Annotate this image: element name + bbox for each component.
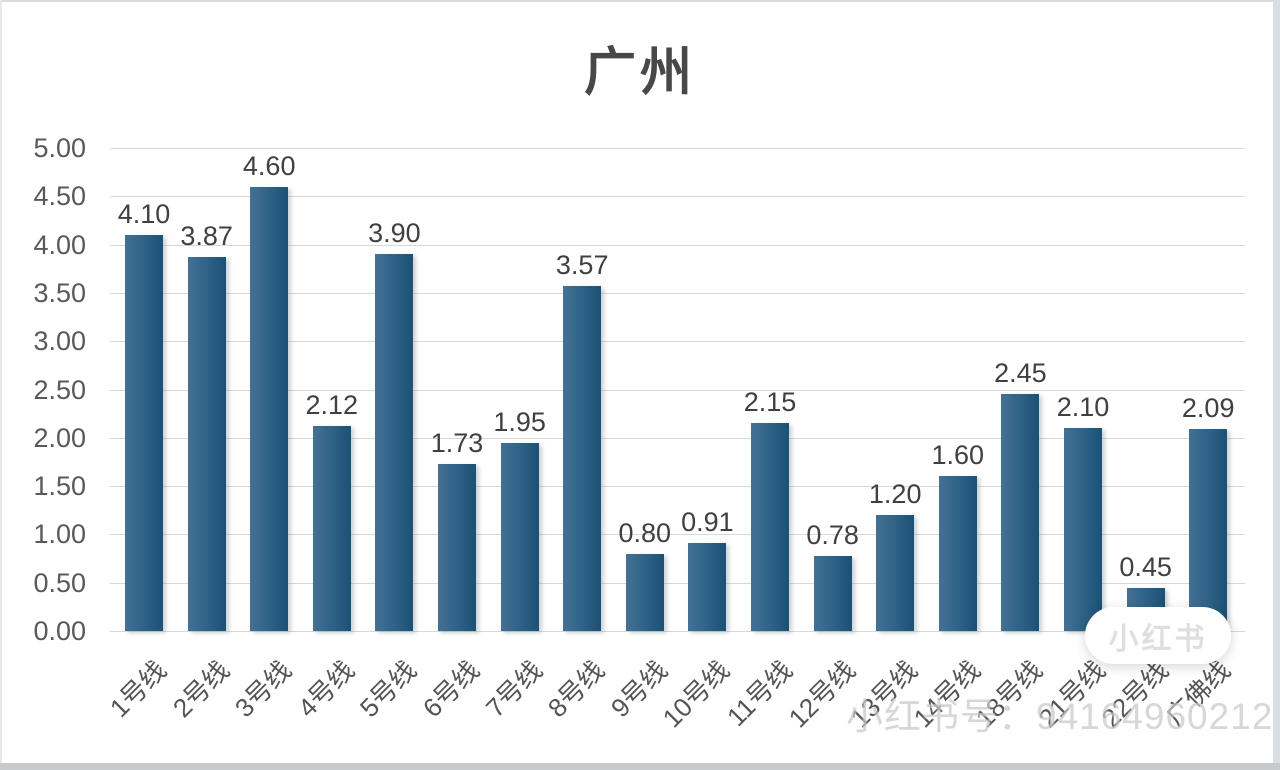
- bar-value-label: 3.90: [368, 218, 421, 249]
- gridline: [110, 196, 1245, 198]
- y-axis-tick-label: 3.00: [33, 326, 86, 357]
- bar-value-label: 3.57: [555, 250, 609, 281]
- chart-title: 广州: [583, 44, 696, 102]
- y-axis-tick-label: 1.00: [33, 519, 86, 550]
- bar-value-label: 3.87: [180, 221, 233, 252]
- gridline: [110, 582, 1245, 584]
- bar: [876, 515, 915, 631]
- bar-value-label: 1.73: [430, 427, 484, 458]
- bar: [250, 186, 289, 631]
- bar: [375, 254, 414, 631]
- bar-value-label: 2.10: [1056, 392, 1110, 423]
- gridline: [110, 244, 1245, 246]
- bar: [563, 286, 602, 631]
- gridline: [110, 534, 1245, 536]
- bar: [312, 426, 351, 631]
- bar-value-label: 0.91: [681, 507, 734, 538]
- bar-value-label: 1.60: [931, 440, 985, 471]
- y-axis-tick-label: 1.50: [33, 471, 86, 502]
- gridline: [110, 631, 1245, 632]
- bar: [938, 476, 977, 631]
- bar: [813, 555, 852, 631]
- bar: [1001, 394, 1040, 631]
- screen-bottom-edge: [0, 763, 1280, 770]
- bar-value-label: 0.45: [1119, 551, 1172, 582]
- bar-value-label: 1.95: [493, 406, 546, 437]
- y-axis-tick-label: 4.50: [33, 181, 86, 212]
- bar: [438, 463, 476, 631]
- bar: [1189, 429, 1228, 631]
- xiaohongshu-logo-text: 小红书: [1108, 622, 1208, 656]
- bar: [187, 257, 226, 631]
- bar-value-label: 0.80: [618, 517, 672, 548]
- y-axis-tick-label: 5.00: [33, 133, 86, 163]
- y-axis-tick-label: 4.00: [33, 229, 86, 260]
- bar: [125, 234, 163, 631]
- gridline: [110, 437, 1245, 439]
- gridline: [110, 341, 1245, 343]
- gridline: [110, 389, 1245, 391]
- bar-value-label: 2.09: [1181, 393, 1235, 424]
- screen-left-edge: [0, 0, 2, 770]
- bar-value-label: 0.78: [806, 519, 859, 550]
- bar-value-label: 2.12: [305, 390, 359, 421]
- y-axis-tick-label: 2.50: [33, 374, 86, 405]
- bar-value-label: 1.20: [868, 479, 922, 510]
- bar-value-label: 2.15: [743, 387, 797, 418]
- y-axis-tick-label: 2.00: [33, 422, 86, 453]
- bar: [625, 553, 664, 631]
- gridline: [110, 148, 1245, 149]
- bar-value-label: 2.45: [994, 358, 1047, 389]
- watermark-account-text: 小红书号：94164960212: [846, 696, 1274, 737]
- y-axis-tick-label: 0.50: [33, 567, 86, 598]
- bar-value-label: 4.10: [117, 198, 171, 229]
- bar: [1064, 428, 1102, 631]
- xiaohongshu-watermark-badge: 小红书: [1085, 607, 1231, 664]
- bar: [500, 442, 539, 631]
- gridline: [110, 486, 1245, 488]
- y-axis-tick-label: 3.50: [33, 277, 86, 308]
- bar-value-label: 4.60: [242, 150, 296, 181]
- screen-right-edge: [1273, 0, 1280, 770]
- bar: [751, 423, 789, 631]
- gridline: [110, 292, 1245, 294]
- y-axis-tick-label: 0.00: [33, 616, 86, 646]
- plot-area: [110, 148, 1245, 632]
- screen-top-edge: [0, 0, 1280, 2]
- bar: [688, 543, 727, 631]
